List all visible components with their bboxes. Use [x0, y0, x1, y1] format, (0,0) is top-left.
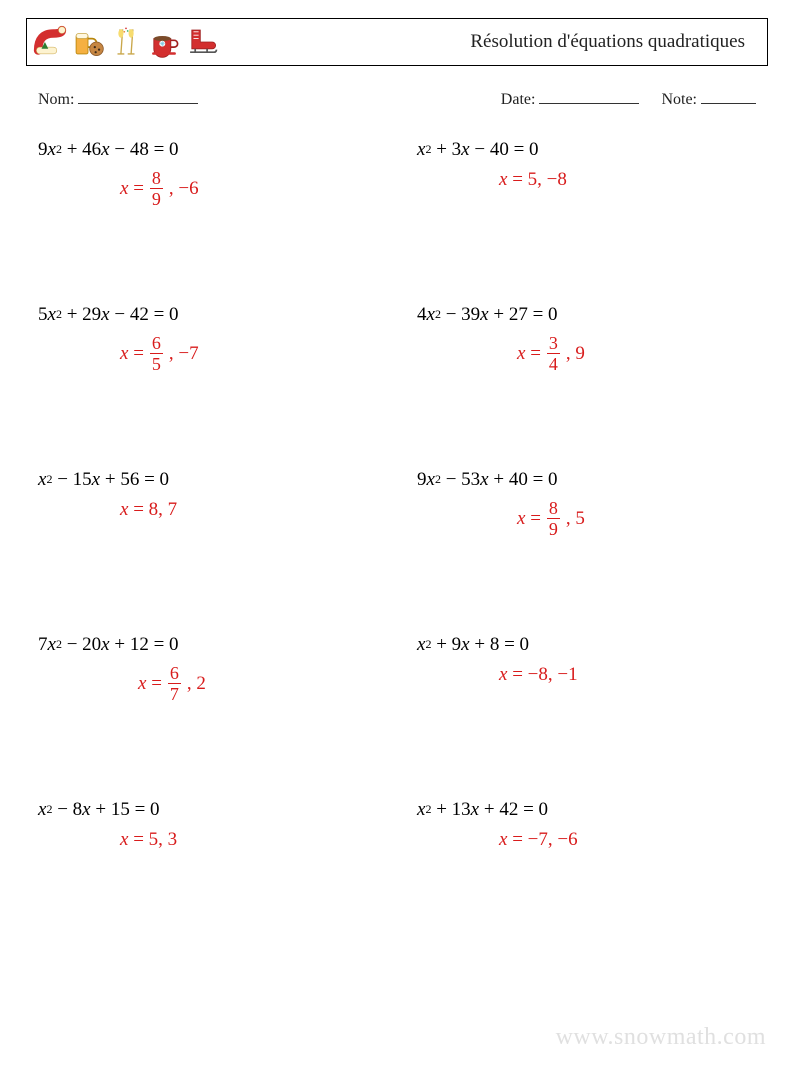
equation: 5x2 + 29x − 42 = 0 [38, 304, 377, 326]
problem: x2 − 15x + 56 = 0 x = 8, 7 [38, 469, 377, 538]
equation: x2 + 9x + 8 = 0 [417, 634, 756, 656]
santa-hat-icon [33, 25, 67, 59]
problem: x2 + 9x + 8 = 0 x = −8, −1 [417, 634, 756, 703]
answer: x =65, −7 [120, 334, 377, 373]
info-row: Nom: Date: Note: [38, 90, 756, 109]
equation: 9x2 + 46x − 48 = 0 [38, 139, 377, 161]
equation: x2 − 8x + 15 = 0 [38, 799, 377, 821]
answer: x = 8, 7 [120, 499, 377, 521]
problem: 5x2 + 29x − 42 = 0 x =65, −7 [38, 304, 377, 373]
answer: x =89, 5 [517, 499, 756, 538]
problem: 9x2 − 53x + 40 = 0 x =89, 5 [417, 469, 756, 538]
problems-grid: 9x2 + 46x − 48 = 0 x =89, −6 x2 + 3x − 40 … [38, 139, 756, 851]
problem: 7x2 − 20x + 12 = 0 x =67, 2 [38, 634, 377, 703]
name-label: Nom: [38, 91, 74, 108]
champagne-icon [109, 25, 143, 59]
note-blank [701, 90, 756, 104]
watermark: www.snowmath.com [556, 1024, 766, 1051]
equation: 9x2 − 53x + 40 = 0 [417, 469, 756, 491]
equation: x2 + 13x + 42 = 0 [417, 799, 756, 821]
header-icons [33, 25, 219, 59]
answer: x =89, −6 [120, 169, 377, 208]
note-label: Note: [661, 91, 697, 108]
answer: x = 5, −8 [499, 169, 756, 191]
equation: x2 − 15x + 56 = 0 [38, 469, 377, 491]
problem: 9x2 + 46x − 48 = 0 x =89, −6 [38, 139, 377, 208]
header-bar: Résolution d'équations quadratiques [26, 18, 768, 66]
answer: x =34, 9 [517, 334, 756, 373]
date-blank [539, 90, 639, 104]
answer: x = −7, −6 [499, 829, 756, 851]
problem: 4x2 − 39x + 27 = 0 x =34, 9 [417, 304, 756, 373]
hot-cocoa-icon [147, 25, 181, 59]
beer-cookie-icon [71, 25, 105, 59]
date-label: Date: [501, 91, 536, 108]
problem: x2 − 8x + 15 = 0 x = 5, 3 [38, 799, 377, 851]
problem: x2 + 13x + 42 = 0 x = −7, −6 [417, 799, 756, 851]
equation: 4x2 − 39x + 27 = 0 [417, 304, 756, 326]
answer: x = 5, 3 [120, 829, 377, 851]
problem: x2 + 3x − 40 = 0 x = 5, −8 [417, 139, 756, 208]
name-blank [78, 90, 198, 104]
worksheet-title: Résolution d'équations quadratiques [470, 31, 755, 53]
answer: x = −8, −1 [499, 664, 756, 686]
answer: x =67, 2 [138, 664, 377, 703]
ice-skate-icon [185, 25, 219, 59]
equation: x2 + 3x − 40 = 0 [417, 139, 756, 161]
equation: 7x2 − 20x + 12 = 0 [38, 634, 377, 656]
